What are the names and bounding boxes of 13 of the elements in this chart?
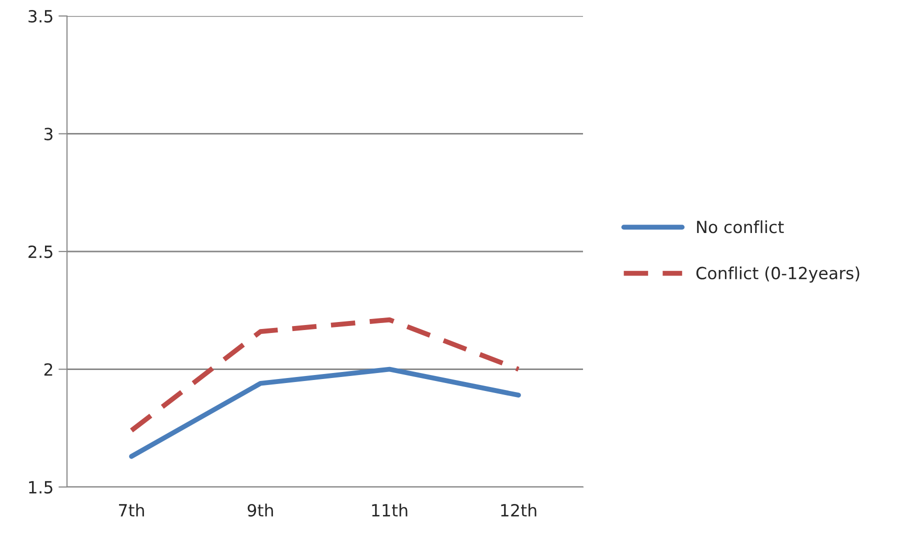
x-tick-label: 11th	[372, 504, 408, 516]
legend-label: No conflict	[697, 220, 784, 234]
line-series	[129, 366, 521, 459]
y-tick-label: 1.5	[29, 481, 52, 494]
y-tick-label: 3	[44, 128, 52, 140]
y-tick-label: 2	[44, 363, 52, 376]
line-series	[129, 317, 521, 433]
y-tick-label: 3.5	[28, 10, 52, 23]
legend-label: Conflict (0-12years)	[696, 266, 860, 283]
x-tick-label: 7th	[119, 504, 144, 516]
y-tick-label: 2.5	[28, 245, 52, 258]
x-tick-label: 9th	[248, 504, 273, 517]
x-tick-label: 12th	[501, 504, 536, 516]
